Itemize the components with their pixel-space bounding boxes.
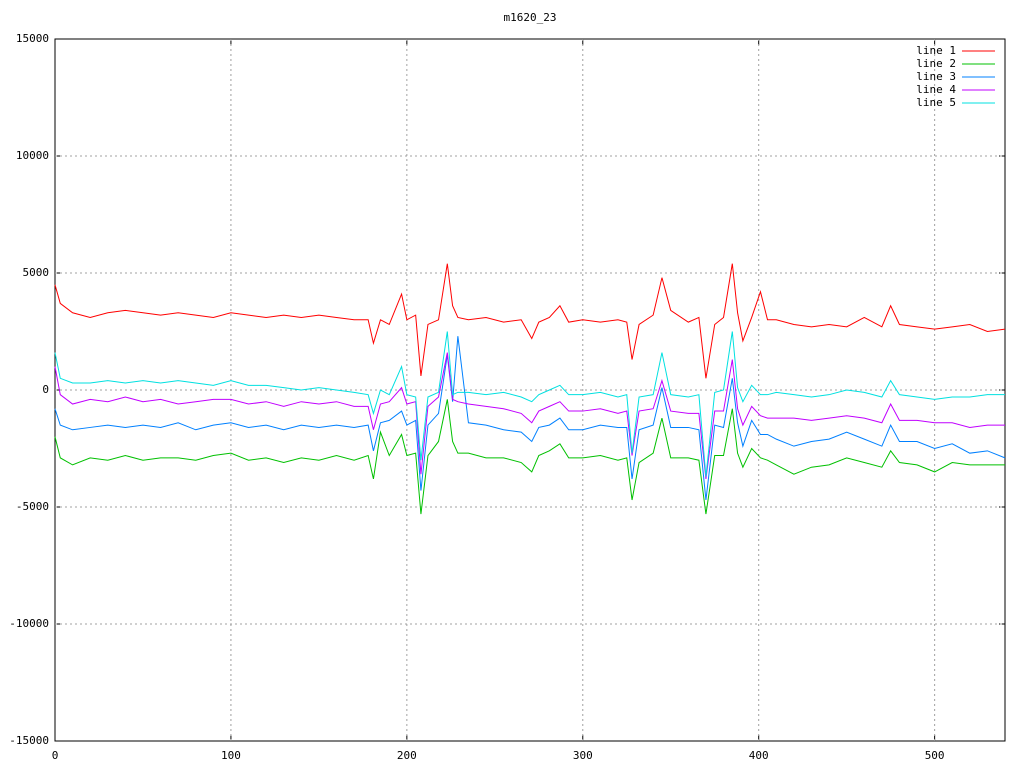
data-line bbox=[54, 352, 1005, 479]
data-line bbox=[54, 399, 1005, 515]
chart-title: m1620_23 bbox=[504, 11, 557, 24]
data-line bbox=[54, 336, 1006, 501]
y-tick-label: 10000 bbox=[16, 149, 49, 162]
x-tick-label: 200 bbox=[397, 749, 417, 762]
legend-label: line 3 bbox=[916, 70, 956, 83]
x-tick-label: 300 bbox=[573, 749, 593, 762]
legend-label: line 5 bbox=[916, 96, 956, 109]
y-tick-label: 0 bbox=[42, 383, 49, 396]
data-line bbox=[54, 331, 1005, 477]
x-tick-label: 100 bbox=[221, 749, 241, 762]
y-tick-label: -15000 bbox=[9, 734, 49, 747]
data-line bbox=[54, 263, 1006, 379]
legend-label: line 4 bbox=[916, 83, 956, 96]
y-tick-label: 5000 bbox=[23, 266, 50, 279]
legend-label: line 1 bbox=[916, 44, 956, 57]
x-tick-label: 500 bbox=[925, 749, 945, 762]
x-tick-label: 0 bbox=[52, 749, 59, 762]
y-tick-label: 15000 bbox=[16, 32, 49, 45]
y-tick-label: -5000 bbox=[16, 500, 49, 513]
x-tick-label: 400 bbox=[749, 749, 769, 762]
legend-label: line 2 bbox=[916, 57, 956, 70]
y-tick-label: -10000 bbox=[9, 617, 49, 630]
